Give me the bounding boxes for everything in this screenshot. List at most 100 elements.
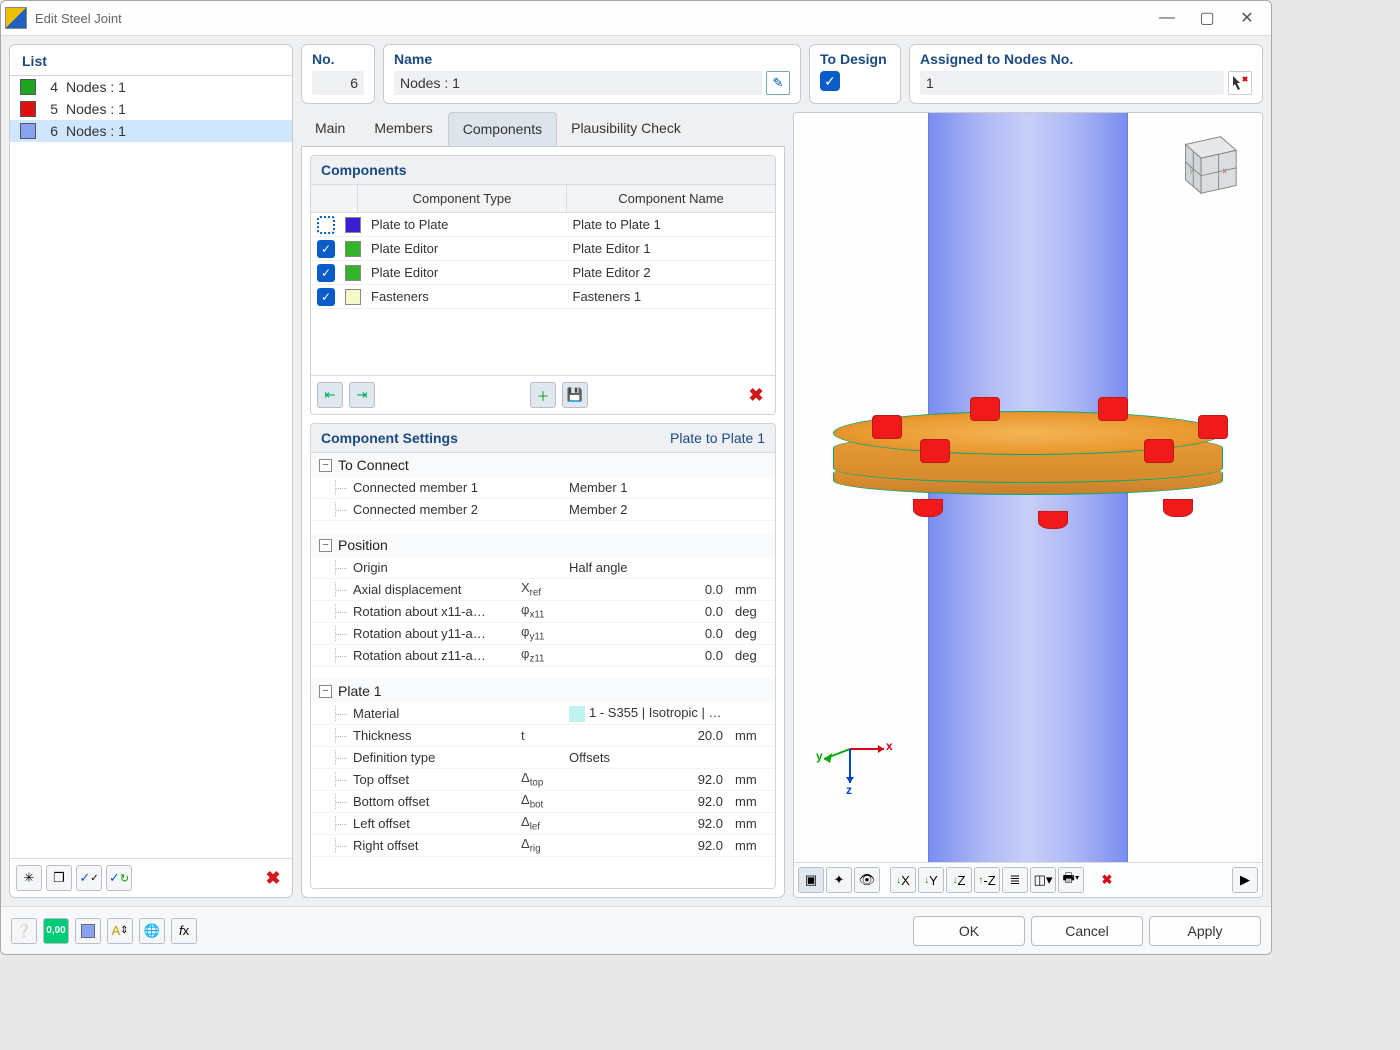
settings-value: 92.0 [565, 838, 731, 853]
component-name: Plate Editor 1 [568, 241, 770, 256]
bolt-top [970, 397, 1000, 421]
component-row[interactable]: ✓ Fasteners Fasteners 1 [311, 285, 775, 309]
font-size-button[interactable]: A⇕ [107, 918, 133, 944]
component-checkbox[interactable]: ✓ [317, 288, 335, 306]
settings-symbol: φx11 [521, 602, 565, 621]
cube-gizmo-icon[interactable]: y x [1166, 125, 1244, 203]
view-btn-z[interactable]: ↓Z [946, 867, 972, 893]
view-btn-x[interactable]: ↓X [890, 867, 916, 893]
new-item-button[interactable]: ✳ [16, 865, 42, 891]
to-design-checkbox[interactable]: ✓ [820, 71, 840, 91]
tab-main[interactable]: Main [301, 112, 360, 146]
color-button[interactable] [75, 918, 101, 944]
view-btn-expand[interactable]: ▶ [1232, 867, 1258, 893]
bolt-bottom [1163, 499, 1193, 517]
fx-button[interactable]: fx [171, 918, 197, 944]
settings-row[interactable]: Bottom offset Δbot 92.0 mm [311, 791, 775, 813]
component-checkbox[interactable]: ✓ [317, 216, 335, 234]
settings-row[interactable]: Right offset Δrig 92.0 mm [311, 835, 775, 857]
tab-members[interactable]: Members [360, 112, 447, 146]
list-item[interactable]: 6 Nodes : 1 [10, 120, 292, 142]
name-input[interactable] [394, 71, 762, 95]
bolt-bottom [913, 499, 943, 517]
globe-button[interactable]: 🌐 [139, 918, 165, 944]
apply-button[interactable]: Apply [1149, 916, 1261, 946]
settings-row[interactable]: Definition type Offsets [311, 747, 775, 769]
settings-row[interactable]: Rotation about y11-a… φy11 0.0 deg [311, 623, 775, 645]
settings-label: Definition type [311, 750, 521, 765]
check-all-button[interactable]: ✓✓ [76, 865, 102, 891]
settings-row[interactable]: Left offset Δlef 92.0 mm [311, 813, 775, 835]
bolt-top [1098, 397, 1128, 421]
settings-group-header[interactable]: −Position [311, 533, 775, 557]
settings-group-header[interactable]: −Plate 1 [311, 679, 775, 703]
settings-symbol: Δlef [521, 814, 565, 833]
settings-unit: mm [731, 582, 775, 597]
delete-item-button[interactable]: ✖ [260, 865, 286, 891]
list-item-num: 5 [44, 101, 58, 117]
ok-button[interactable]: OK [913, 916, 1025, 946]
settings-group-header[interactable]: −To Connect [311, 453, 775, 477]
color-swatch [20, 101, 36, 117]
pick-node-icon[interactable] [1228, 71, 1252, 95]
maximize-button[interactable]: ▢ [1187, 4, 1227, 32]
save-component-button[interactable]: 💾 [562, 382, 588, 408]
move-up-left-button[interactable]: ⇤ [317, 382, 343, 408]
view-btn-print[interactable]: 🖶▾ [1058, 867, 1084, 893]
help-button[interactable]: ❔ [11, 918, 37, 944]
no-input[interactable] [312, 71, 364, 95]
settings-row[interactable]: Connected member 2 Member 2 [311, 499, 775, 521]
view-btn-3[interactable]: 👁 [854, 867, 880, 893]
view-btn-2[interactable]: ✦ [826, 867, 852, 893]
tab-components[interactable]: Components [448, 112, 557, 146]
tab-plausibility-check[interactable]: Plausibility Check [557, 112, 696, 146]
format-000-button[interactable]: 0,00 [43, 918, 69, 944]
settings-value: 92.0 [565, 816, 731, 831]
settings-row[interactable]: Top offset Δtop 92.0 mm [311, 769, 775, 791]
component-row[interactable]: ✓ Plate Editor Plate Editor 1 [311, 237, 775, 261]
list-item[interactable]: 5 Nodes : 1 [10, 98, 292, 120]
settings-label: Rotation about y11-a… [311, 626, 521, 641]
settings-row[interactable]: Thickness t 20.0 mm [311, 725, 775, 747]
viewer-canvas[interactable]: y x x y [794, 113, 1262, 862]
settings-value: 92.0 [565, 772, 731, 787]
tree-toggle-icon[interactable]: − [319, 459, 332, 472]
component-row[interactable]: ✓ Plate to Plate Plate to Plate 1 [311, 213, 775, 237]
component-checkbox[interactable]: ✓ [317, 264, 335, 282]
settings-unit: deg [731, 604, 775, 619]
list-item[interactable]: 4 Nodes : 1 [10, 76, 292, 98]
view-btn-reset[interactable]: ✖ [1094, 867, 1120, 893]
settings-row[interactable]: Material 1 - S355 | Isotropic | Linea… [311, 703, 775, 725]
view-btn-y[interactable]: ↓Y [918, 867, 944, 893]
component-row[interactable]: ✓ Plate Editor Plate Editor 2 [311, 261, 775, 285]
settings-symbol: φy11 [521, 624, 565, 643]
view-btn-layers[interactable]: ≣ [1002, 867, 1028, 893]
settings-row[interactable]: Rotation about x11-a… φx11 0.0 deg [311, 601, 775, 623]
cancel-button[interactable]: Cancel [1031, 916, 1143, 946]
assigned-input[interactable] [920, 71, 1224, 95]
move-up-right-button[interactable]: ⇥ [349, 382, 375, 408]
check-reload-button[interactable]: ✓↻ [106, 865, 132, 891]
settings-row[interactable]: Origin Half angle [311, 557, 775, 579]
view-btn-1[interactable]: ▣ [798, 867, 824, 893]
close-button[interactable]: ✕ [1227, 4, 1267, 32]
edit-name-icon[interactable]: ✎ [766, 71, 790, 95]
settings-row[interactable]: Rotation about z11-a… φz11 0.0 deg [311, 645, 775, 667]
minimize-button[interactable]: — [1147, 4, 1187, 32]
components-body: ✓ Plate to Plate Plate to Plate 1✓ Plate… [311, 213, 775, 309]
delete-component-button[interactable]: ✖ [743, 382, 769, 408]
axis-z-label: z [846, 783, 852, 797]
tree-toggle-icon[interactable]: − [319, 685, 332, 698]
view-btn-zneg[interactable]: ↑-Z [974, 867, 1000, 893]
settings-row[interactable]: Connected member 1 Member 1 [311, 477, 775, 499]
view-btn-cube[interactable]: ◫▾ [1030, 867, 1056, 893]
settings-row[interactable]: Axial displacement Xref 0.0 mm [311, 579, 775, 601]
copy-item-button[interactable]: ❐ [46, 865, 72, 891]
name-box: Name ✎ [383, 44, 801, 104]
component-color [345, 241, 361, 257]
tree-toggle-icon[interactable]: − [319, 539, 332, 552]
component-checkbox[interactable]: ✓ [317, 240, 335, 258]
add-component-button[interactable]: ＋ [530, 382, 556, 408]
svg-text:y: y [1189, 164, 1194, 174]
settings-body[interactable]: −To ConnectConnected member 1 Member 1 C… [311, 453, 775, 888]
